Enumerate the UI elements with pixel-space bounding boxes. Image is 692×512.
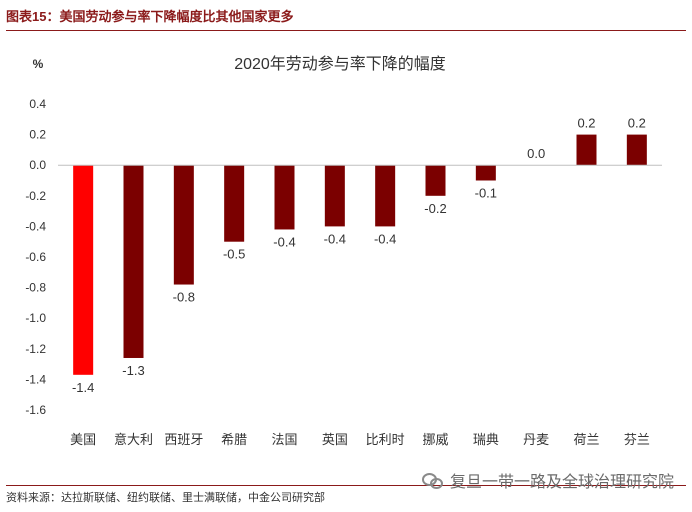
chart-title: 2020年劳动参与率下降的幅度 xyxy=(234,55,446,73)
y-tick-label: -0.2 xyxy=(25,189,46,203)
y-tick-label: -1.6 xyxy=(25,403,46,417)
data-label: -0.2 xyxy=(424,201,446,216)
bar-9 xyxy=(475,165,496,181)
x-tick-label: 法国 xyxy=(271,432,297,447)
data-label: 0.2 xyxy=(628,116,646,131)
bar-series xyxy=(73,134,647,375)
data-label: -1.3 xyxy=(122,363,144,378)
x-tick-label: 挪威 xyxy=(422,432,448,447)
y-tick-label: -1.4 xyxy=(25,372,46,386)
y-tick-label: -1.0 xyxy=(25,311,46,325)
bar-5 xyxy=(274,165,295,230)
x-tick-label: 英国 xyxy=(322,432,348,447)
data-label: -0.1 xyxy=(475,186,497,201)
footer-divider xyxy=(6,485,686,486)
y-axis-unit: % xyxy=(33,57,44,71)
x-tick-label: 希腊 xyxy=(221,432,247,447)
x-tick-label: 意大利 xyxy=(114,432,153,447)
bar-8 xyxy=(425,165,446,196)
watermark-text: 复旦一带一路及全球治理研究院 xyxy=(449,474,674,491)
y-tick-label: 0.2 xyxy=(29,128,46,142)
bar-11 xyxy=(576,134,597,166)
x-tick-label: 瑞典 xyxy=(473,432,499,447)
data-label: 0.2 xyxy=(577,116,595,131)
y-tick-label: -0.4 xyxy=(25,219,46,233)
x-tick-label: 比利时 xyxy=(366,432,405,447)
bar-7 xyxy=(375,165,396,227)
bar-2 xyxy=(123,165,144,358)
y-axis: 0.4 0.2 0.0 -0.2 -0.4 -0.6 -0.8 -1.0 -1.2 -1.4 -1.… xyxy=(25,97,46,417)
data-label: 0.0 xyxy=(527,146,545,161)
source-note: 资料来源：达拉斯联储、纽约联储、里士满联储，中金公司研究部 xyxy=(6,492,325,504)
data-labels: -1.4 -1.3 -0.8 -0.5 -0.4 -0.4 -0.4 -0.2 -0.1 0.0 0… xyxy=(72,116,646,395)
x-tick-label: 芬兰 xyxy=(624,432,650,447)
bar-12 xyxy=(626,134,647,166)
bar-chart: 2020年劳动参与率下降的幅度 % 0.4 0.2 0.0 -0.2 -0.4 -0.6 -… xyxy=(25,55,662,447)
y-tick-label: -1.2 xyxy=(25,342,46,356)
data-label: -0.4 xyxy=(273,234,295,249)
data-label: -1.4 xyxy=(72,380,94,395)
data-label: -0.8 xyxy=(173,290,195,305)
bar-1 xyxy=(73,165,94,375)
y-tick-label: 0.0 xyxy=(29,158,46,172)
y-tick-label: 0.4 xyxy=(29,97,46,111)
bar-4 xyxy=(224,165,245,242)
figure-label: 图表15：美国劳动参与率下降幅度比其他国家更多 xyxy=(6,9,294,24)
bar-6 xyxy=(324,165,345,227)
data-label: -0.4 xyxy=(374,231,396,246)
y-tick-label: -0.8 xyxy=(25,281,46,295)
x-tick-label: 西班牙 xyxy=(164,432,203,447)
bar-3 xyxy=(173,165,194,285)
x-tick-label: 美国 xyxy=(70,432,96,447)
data-label: -0.4 xyxy=(324,231,346,246)
x-axis: 美国 意大利 西班牙 希腊 法国 英国 比利时 挪威 瑞典 丹麦 荷兰 芬兰 xyxy=(58,164,662,447)
x-tick-label: 荷兰 xyxy=(573,432,599,447)
data-label: -0.5 xyxy=(223,247,245,262)
x-tick-label: 丹麦 xyxy=(523,432,549,447)
watermark: 复旦一带一路及全球治理研究院 xyxy=(421,468,674,492)
y-tick-label: -0.6 xyxy=(25,250,46,264)
wechat-icon xyxy=(421,472,444,489)
header-divider xyxy=(6,30,686,31)
